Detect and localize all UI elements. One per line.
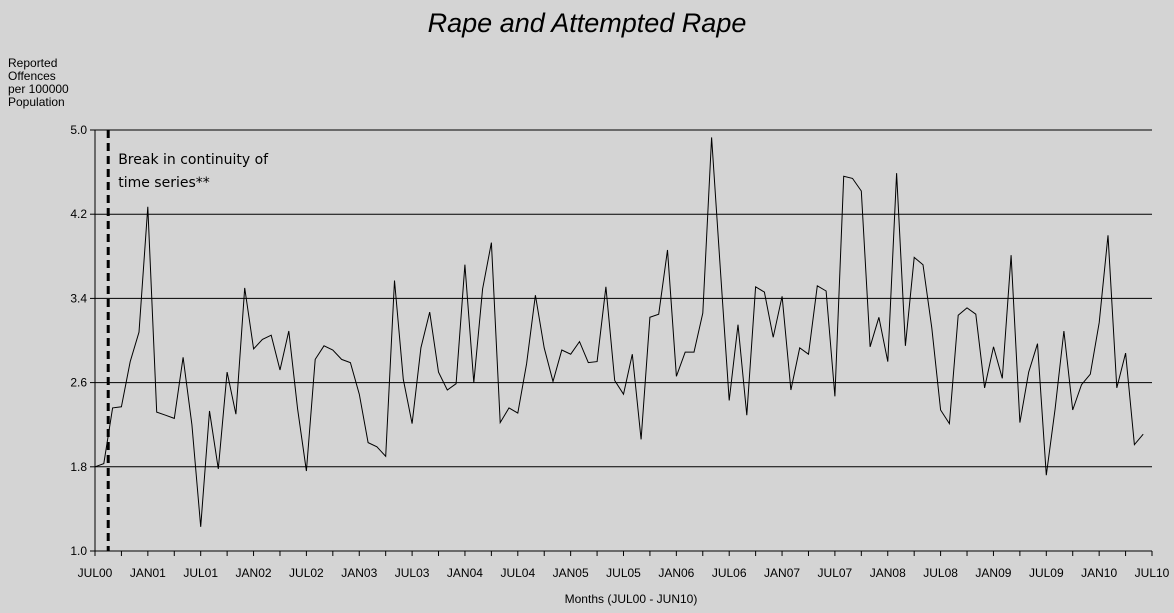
y-tick-label: 4.2	[70, 207, 87, 221]
x-tick-label: JUL10	[1135, 566, 1170, 580]
y-tick-label: 3.4	[70, 291, 87, 305]
x-tick-label: JAN06	[658, 566, 694, 580]
x-tick-label: JAN04	[447, 566, 483, 580]
y-axis-label: Reported Offences per 100000 Population	[8, 57, 128, 109]
x-tick-label: JUL01	[183, 566, 218, 580]
x-tick-label: JUL03	[395, 566, 430, 580]
x-tick-label: JUL00	[78, 566, 113, 580]
x-tick-label: JAN08	[870, 566, 906, 580]
y-axis-label-line: Reported	[8, 56, 58, 70]
x-tick-label: JUL02	[289, 566, 324, 580]
x-tick-label: JAN05	[553, 566, 589, 580]
x-tick-label: JAN01	[130, 566, 166, 580]
y-tick-label: 2.6	[70, 376, 87, 390]
x-tick-label: JUL07	[818, 566, 853, 580]
x-tick-label: JAN02	[236, 566, 272, 580]
x-tick-label: JAN10	[1081, 566, 1117, 580]
x-tick-label: JAN03	[341, 566, 377, 580]
annotation-text: Break in continuity of	[118, 152, 269, 168]
y-tick-label: 1.8	[70, 460, 87, 474]
series-line	[94, 137, 1144, 527]
x-tick-label: JAN07	[764, 566, 800, 580]
x-tick-label: JUL04	[500, 566, 535, 580]
chart-title: Rape and Attempted Rape	[427, 8, 747, 38]
y-axis-label-line: Offences	[8, 69, 56, 83]
x-tick-label: JUL06	[712, 566, 747, 580]
x-tick-label: JAN09	[975, 566, 1011, 580]
x-tick-label: JUL09	[1029, 566, 1064, 580]
y-tick-label: 1.0	[70, 544, 87, 558]
x-tick-label: JUL08	[923, 566, 958, 580]
x-axis-label: Months (JUL00 - JUN10)	[564, 592, 698, 606]
annotation-text: time series**	[118, 175, 210, 191]
x-tick-label: JUL05	[606, 566, 641, 580]
y-tick-label: 5.0	[70, 123, 87, 137]
y-axis-label-line: Population	[8, 95, 65, 109]
y-axis-label-line: per 100000	[8, 82, 69, 96]
